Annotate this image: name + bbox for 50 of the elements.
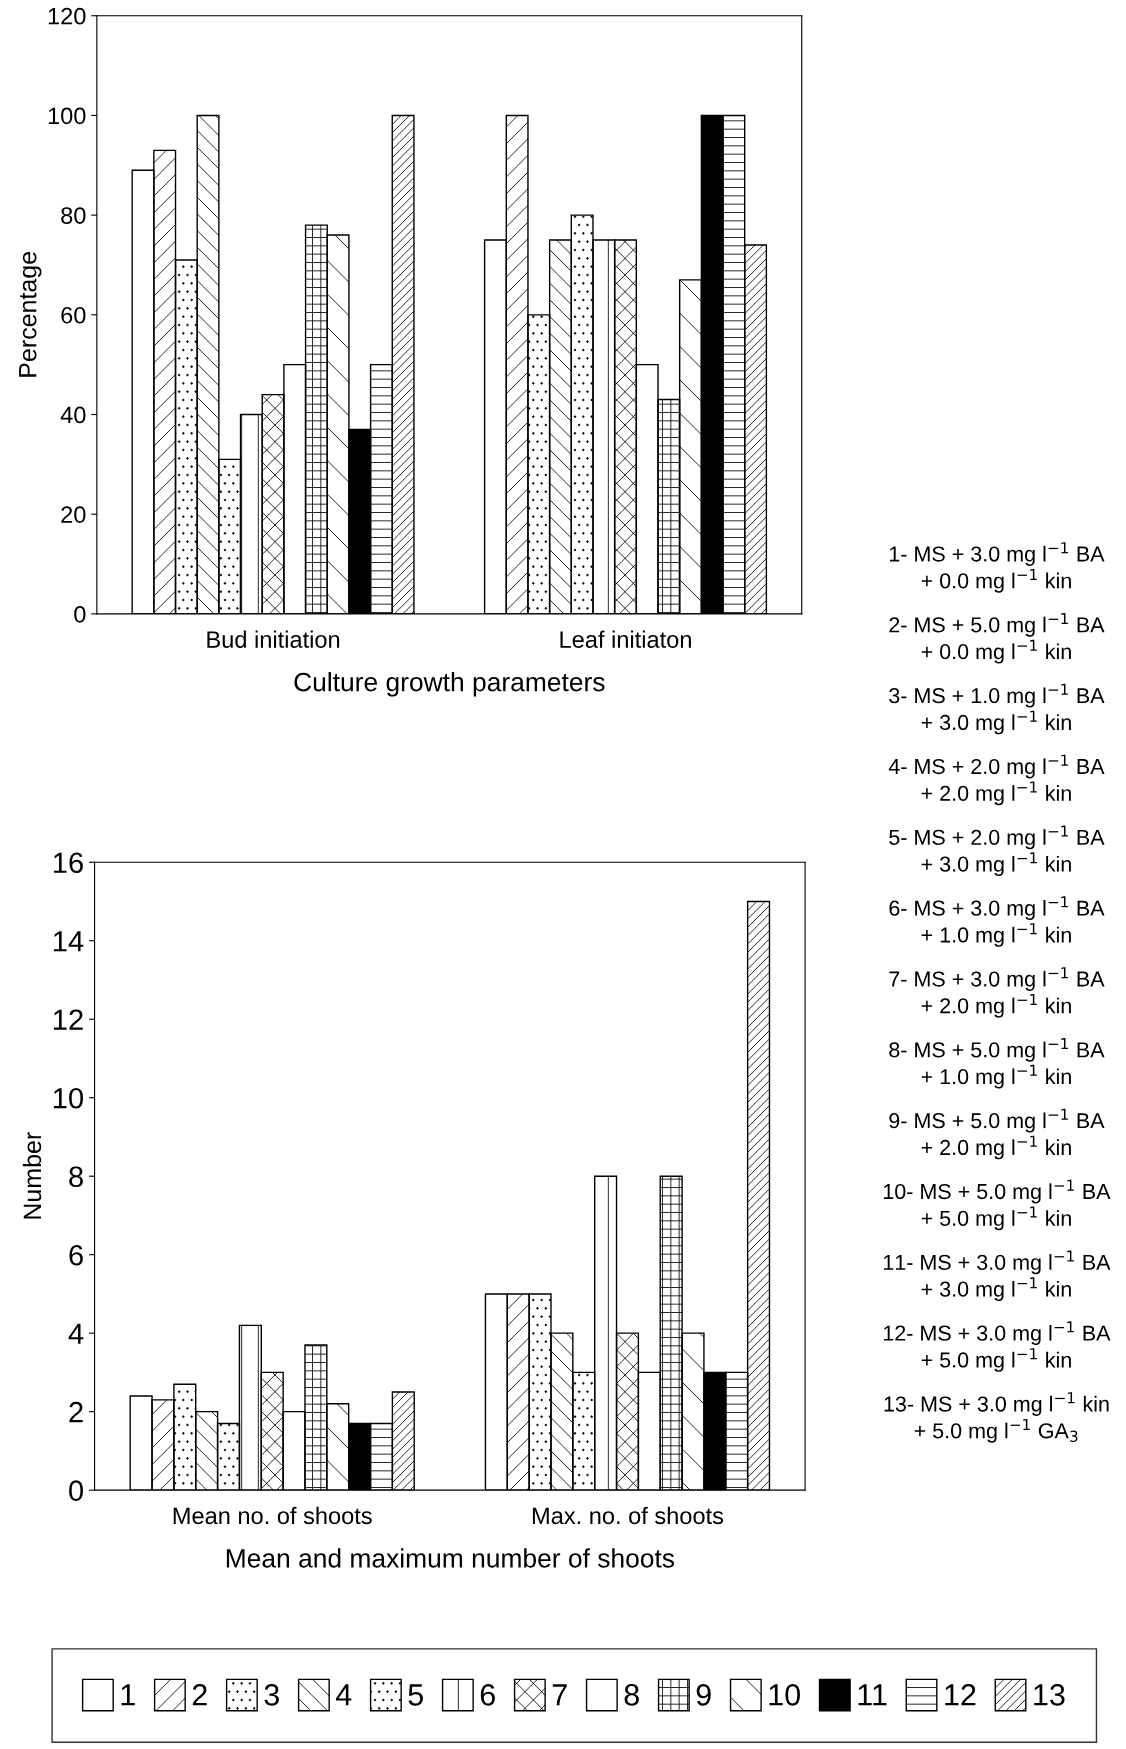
x-tick-label: Max. no. of shoots bbox=[532, 1506, 724, 1525]
legend-label: 3 bbox=[264, 1684, 279, 1706]
legend-label: 12 bbox=[945, 1684, 976, 1706]
legend-label: 10 bbox=[769, 1684, 801, 1706]
y-tick-label: 100 bbox=[48, 107, 86, 125]
legend-label: 5 bbox=[408, 1684, 423, 1706]
legend-label: 4 bbox=[335, 1684, 352, 1706]
y-tick-label: 12 bbox=[53, 1009, 83, 1030]
y-tick-label: 20 bbox=[61, 506, 86, 523]
y-tick-label: 2 bbox=[69, 1401, 83, 1423]
y-tick-label: 14 bbox=[53, 931, 84, 952]
x-axis-title: Mean and maximum number of shoots bbox=[226, 1548, 675, 1568]
text: 6- MS + 3.0 mg l$^{−1}$ BA + 1.0 mg l$^{−1}$ kin bbox=[889, 896, 1105, 947]
text: 1- MS + 3.0 mg l$^{−1}$ BA + 0.0 mg l$^{−1}$ kin bbox=[889, 542, 1105, 593]
y-tick-label: 120 bbox=[48, 7, 86, 25]
x-tick-label: Bud initiation bbox=[207, 630, 340, 648]
legend-label: 13 bbox=[1034, 1684, 1065, 1706]
text: 9- MS + 5.0 mg l$^{−1}$ BA + 2.0 mg l$^{−1}$ kin bbox=[889, 1108, 1105, 1160]
legend-label: 6 bbox=[480, 1684, 495, 1706]
text: 7- MS + 3.0 mg l$^{−1}$ BA + 2.0 mg l$^{−1}$ kin bbox=[889, 967, 1105, 1018]
text: 3- MS + 1.0 mg l$^{−1}$ BA + 3.0 mg l$^{−1}$ kin bbox=[889, 683, 1105, 735]
y-tick-label: 8 bbox=[69, 1166, 83, 1188]
legend-label: 1 bbox=[121, 1684, 135, 1706]
text: 10- MS + 5.0 mg l$^{−1}$ BA + 5.0 mg l$^{−1}$ kin bbox=[883, 1179, 1111, 1231]
x-axis-title: Culture growth parameters bbox=[294, 672, 605, 697]
y-tick-label: 6 bbox=[69, 1244, 83, 1266]
legend-label: 9 bbox=[696, 1684, 711, 1706]
y-tick-label: 4 bbox=[68, 1323, 84, 1344]
y-tick-label: 0 bbox=[74, 605, 86, 623]
y-axis-title: Percentage bbox=[19, 251, 42, 377]
legend-label: 11 bbox=[858, 1684, 887, 1706]
legend-label: 8 bbox=[624, 1684, 639, 1706]
x-tick-label: Mean no. of shoots bbox=[173, 1506, 372, 1525]
text: 12- MS + 3.0 mg l$^{−1}$ BA + 5.0 mg l$^{−1}$ kin bbox=[883, 1321, 1111, 1372]
text: 13- MS + 3.0 mg l$^{−1}$ kin + 5.0 mg l$^{−1}$ GA$_{3}$ bbox=[884, 1392, 1109, 1443]
y-tick-label: 60 bbox=[61, 306, 86, 324]
text: 2- MS + 5.0 mg l$^{−1}$ BA + 0.0 mg l$^{−1}$ kin bbox=[889, 613, 1105, 664]
text: 5- MS + 2.0 mg l$^{−1}$ BA + 3.0 mg l$^{−1}$ kin bbox=[889, 825, 1105, 877]
y-tick-label: 10 bbox=[53, 1087, 84, 1109]
y-tick-label: 0 bbox=[69, 1480, 84, 1501]
text: 11- MS + 3.0 mg l$^{−1}$ BA + 3.0 mg l$^{−1}$ kin bbox=[883, 1250, 1111, 1302]
legend-label: 7 bbox=[552, 1684, 567, 1706]
legend-label: 2 bbox=[192, 1684, 207, 1706]
y-axis-title: Number bbox=[22, 1132, 42, 1219]
text: 4- MS + 2.0 mg l$^{−1}$ BA + 2.0 mg l$^{−1}$ kin bbox=[888, 754, 1105, 806]
text: 8- MS + 5.0 mg l$^{−1}$ BA + 1.0 mg l$^{−1}$ kin bbox=[889, 1038, 1105, 1089]
y-tick-label: 40 bbox=[60, 406, 86, 424]
y-tick-label: 80 bbox=[61, 207, 86, 224]
y-tick-label: 16 bbox=[53, 852, 83, 874]
x-tick-label: Leaf initiaton bbox=[560, 630, 691, 648]
